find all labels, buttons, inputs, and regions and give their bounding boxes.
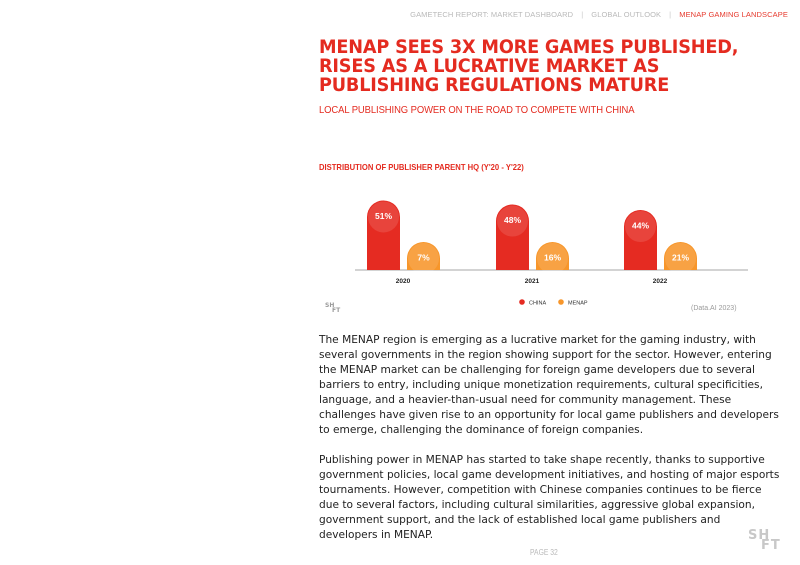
shft-logo: SH FT (748, 528, 781, 553)
paragraph: The MENAP region is emerging as a lucrat… (319, 334, 779, 436)
nav-item-market-dashboard[interactable]: GAMETECH REPORT: MARKET DASHBOARD (410, 10, 574, 19)
data-label: 48% (504, 215, 521, 225)
bar-highlight (665, 242, 696, 274)
page-number: PAGE 32 (530, 548, 558, 557)
x-tick-label-2021: 2021 (525, 278, 540, 285)
x-tick-label-2020: 2020 (396, 278, 411, 285)
page-subtitle: LOCAL PUBLISHING POWER ON THE ROAD TO CO… (319, 104, 635, 116)
paragraph: Publishing power in MENAP has started to… (319, 454, 780, 541)
bar-menap-2022 (664, 241, 697, 270)
legend-dot-menap (558, 299, 564, 305)
nav-separator: | (581, 10, 584, 19)
nav-separator: | (669, 10, 672, 19)
data-source-note: (Data.AI 2023) (691, 305, 737, 312)
data-label: 51% (375, 211, 392, 221)
bar-china-2020 (367, 200, 400, 270)
bar-menap-2020 (407, 241, 440, 270)
bar-highlight (625, 211, 656, 242)
nav-item-menap-gaming-landscape[interactable]: MENAP GAMING LANDSCAPE (679, 10, 788, 19)
data-label: 16% (544, 252, 561, 262)
top-navigation: GAMETECH REPORT: MARKET DASHBOARD | GLOBAL… (410, 10, 788, 19)
data-label: 21% (672, 252, 689, 262)
legend-label-china: CHINA (529, 301, 546, 307)
body-text: The MENAP region is emerging as a lucrat… (319, 333, 781, 558)
data-label: 44% (632, 221, 649, 231)
chart-title: DISTRIBUTION OF PUBLISHER PARENT HQ (Y'2… (319, 162, 524, 172)
nav-item-global-outlook[interactable]: GLOBAL OUTLOOK (591, 10, 662, 19)
bar-highlight (497, 205, 528, 237)
legend-dot-china (519, 299, 525, 305)
bar-highlight (537, 242, 568, 274)
bar-highlight (408, 242, 439, 274)
data-label: 7% (417, 252, 430, 262)
shft-logo-small: SH FT (325, 302, 341, 314)
page-title: MENAP SEES 3X MORE GAMES PUBLISHED, RISE… (319, 36, 739, 96)
bar-china-2021 (496, 204, 529, 270)
bar-menap-2021 (536, 241, 569, 270)
bar-china-2022 (624, 210, 657, 270)
bar-highlight (368, 201, 399, 233)
x-tick-label-2022: 2022 (653, 278, 668, 285)
publisher-hq-bar-chart: 51% 7% 2020 48% 16% 2021 44% 21% 2022 CHINA MENAP (355, 200, 748, 307)
legend-label-menap: MENAP (568, 301, 588, 307)
